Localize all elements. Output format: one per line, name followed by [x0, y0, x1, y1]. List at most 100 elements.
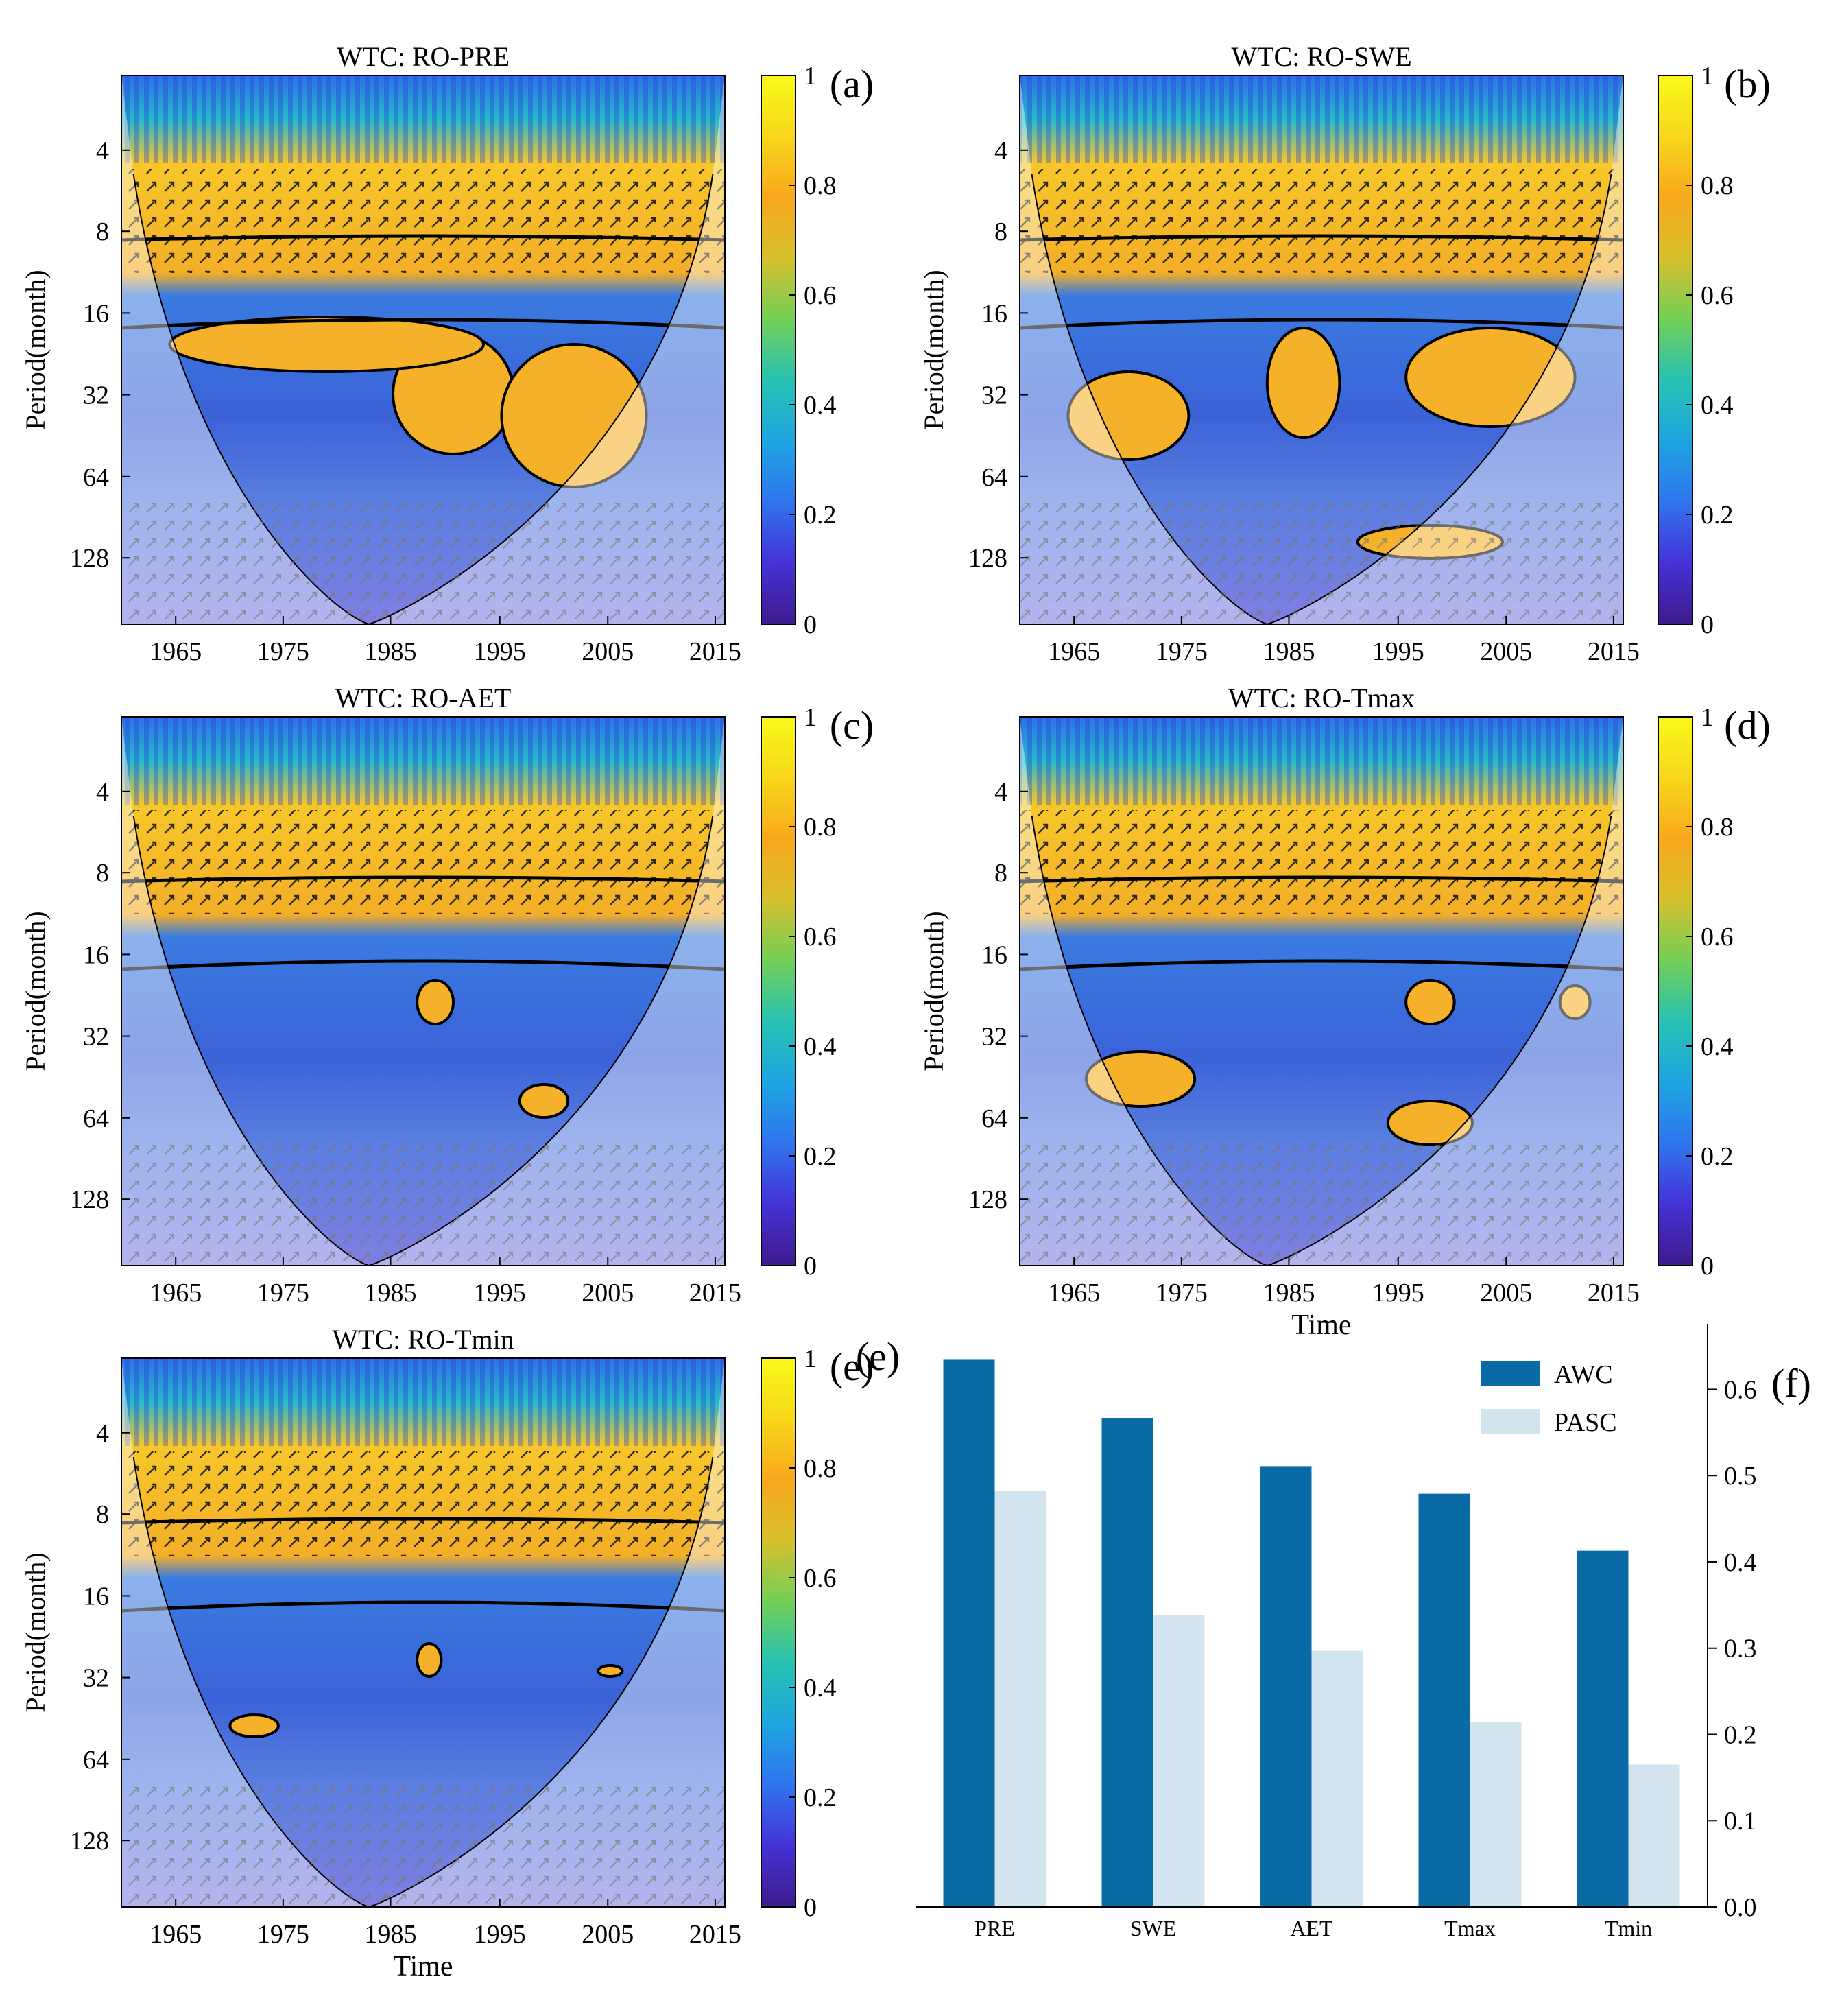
- panel-label-f: (f): [1771, 1361, 1811, 1406]
- y-tick-label: 0.3: [1724, 1635, 1757, 1663]
- y-tick-label: 8: [994, 217, 1007, 246]
- significance-region: [1404, 327, 1577, 428]
- y-tick-label: 32: [981, 381, 1007, 410]
- bar-awc-tmin: [1577, 1550, 1629, 1907]
- wtc-panel-b: WTC: RO-SWE 4 8 16 32 64 128 Period(month) 1965 1…: [918, 41, 1771, 666]
- x-category-label: Tmin: [1605, 1916, 1652, 1941]
- x-tick-label: 2015: [1588, 1279, 1640, 1307]
- y-tick-label: 16: [83, 1582, 109, 1611]
- colorbar-tick-label: 1: [1701, 703, 1714, 732]
- bar-awc-tmax: [1418, 1493, 1470, 1907]
- x-tick-label: 2015: [689, 637, 741, 666]
- colorbar-tick-label: 0.4: [804, 391, 837, 420]
- colorbar-tick-label: 0.4: [1701, 391, 1734, 420]
- x-tick-label: 1985: [1263, 1279, 1315, 1307]
- y-tick-label: 8: [96, 1500, 109, 1529]
- colorbar-tick-label: 0: [804, 610, 817, 639]
- y-tick-label: 16: [981, 299, 1007, 328]
- legend-label-pasc: PASC: [1554, 1408, 1617, 1437]
- colorbar: 0 0.2 0.4 0.6 0.8 1: [761, 703, 837, 1281]
- cone-of-influence-shade: [121, 75, 725, 624]
- legend-label-awc: AWC: [1554, 1360, 1613, 1389]
- x-axis-label: Time: [393, 1951, 453, 1982]
- high-frequency-texture: [121, 75, 725, 163]
- contour-lower: [121, 959, 725, 971]
- contour-lower: [121, 318, 725, 330]
- x-category-label: PRE: [974, 1916, 1015, 1941]
- high-frequency-texture: [121, 717, 725, 805]
- panel-label: (e): [830, 1344, 874, 1389]
- phase-arrows-outside-coi: [1020, 1145, 1623, 1266]
- plot-frame: [121, 75, 726, 625]
- y-tick-label: 0.6: [1724, 1375, 1757, 1404]
- x-tick-label: 1995: [1372, 637, 1424, 666]
- y-tick-label: 128: [70, 544, 109, 573]
- y-tick-label: 128: [968, 544, 1007, 573]
- significance-region: [1404, 979, 1456, 1025]
- x-tick-label: 2005: [582, 1920, 634, 1949]
- colorbar-ramp: [1658, 75, 1693, 625]
- legend-swatch-awc: [1481, 1361, 1540, 1386]
- y-axis-label: Period(month): [20, 1552, 51, 1712]
- x-tick-label: 1995: [474, 1920, 526, 1949]
- bar-pasc-tmin: [1628, 1764, 1680, 1907]
- wtc-panel-e: WTC: RO-Tmin 4 8 16 32 64 128 Period(month) 1965…: [20, 1324, 874, 1982]
- contour-upper: [121, 1517, 725, 1525]
- x-category-label: Tmax: [1444, 1916, 1496, 1941]
- colorbar-ramp: [761, 1357, 796, 1908]
- colorbar-tick-label: 0.6: [804, 281, 837, 310]
- colorbar: 0 0.2 0.4 0.6 0.8 1: [1658, 703, 1734, 1281]
- y-tick-label: 8: [994, 859, 1007, 888]
- colorbar-tick-label: 0: [804, 1252, 817, 1281]
- x-tick-label: 1965: [149, 637, 202, 666]
- x-tick-label: 2015: [1588, 637, 1640, 666]
- y-tick-label: 64: [83, 1746, 109, 1775]
- significance-region: [1265, 327, 1341, 439]
- y-tick-label: 4: [96, 1419, 109, 1448]
- x-tick-label: 1965: [1048, 1279, 1100, 1307]
- y-tick-label: 0.2: [1724, 1720, 1757, 1749]
- cone-of-influence-shade: [1020, 75, 1623, 624]
- x-tick-label: 2015: [689, 1920, 741, 1949]
- y-tick-label: 32: [83, 381, 109, 410]
- x-tick-label: 2005: [1480, 1279, 1532, 1307]
- y-tick-label: 128: [70, 1827, 109, 1855]
- high-frequency-texture: [1020, 75, 1623, 163]
- contour-upper: [1020, 875, 1623, 884]
- y-axis-label: Period(month): [20, 911, 51, 1071]
- y-tick-label: 16: [981, 940, 1007, 969]
- panel-label-e: (e): [856, 1334, 900, 1379]
- y-tick-label: 8: [96, 217, 109, 246]
- colorbar-tick-label: 0.4: [1701, 1032, 1734, 1061]
- plot-frame: [1019, 716, 1624, 1266]
- colorbar-tick-label: 0.6: [1701, 923, 1734, 951]
- panel-label: (b): [1724, 62, 1771, 106]
- colorbar: 0 0.2 0.4 0.6 0.8 1: [761, 1344, 837, 1922]
- wtc-title: WTC: RO-AET: [335, 683, 512, 713]
- wtc-heatmap-b: [1020, 75, 1623, 624]
- x-tick-label: 1975: [1156, 1279, 1208, 1307]
- wtc-heatmap-a: [121, 75, 725, 624]
- phase-arrows-outside-coi: [121, 503, 725, 624]
- colorbar-tick-label: 0: [804, 1893, 817, 1922]
- x-tick-label: 2015: [689, 1279, 741, 1307]
- wtc-title: WTC: RO-PRE: [337, 41, 510, 72]
- wtc-panel-c: WTC: RO-AET 4 8 16 32 64 128 Period(month) 1965 1…: [20, 683, 874, 1307]
- colorbar: 0 0.2 0.4 0.6 0.8 1: [761, 62, 837, 639]
- phase-arrows-band: [121, 810, 725, 914]
- wtc-title: WTC: RO-Tmin: [332, 1324, 514, 1355]
- bar-pasc-swe: [1153, 1615, 1205, 1907]
- colorbar-ramp: [761, 75, 796, 625]
- y-tick-label: 4: [994, 778, 1007, 807]
- colorbar-tick-label: 0: [1701, 610, 1714, 639]
- phase-arrows-band: [1020, 169, 1623, 273]
- wtc-title: WTC: RO-Tmax: [1228, 683, 1415, 713]
- colorbar-tick-label: 1: [804, 1344, 817, 1373]
- cone-of-influence-shade: [121, 1358, 725, 1907]
- phase-arrows-band: [121, 169, 725, 273]
- y-tick-label: 64: [83, 463, 109, 492]
- y-tick-label: 4: [994, 137, 1007, 165]
- colorbar-tick-label: 0.8: [804, 171, 837, 200]
- x-tick-label: 1965: [1048, 637, 1100, 666]
- x-tick-label: 1995: [1372, 1279, 1424, 1307]
